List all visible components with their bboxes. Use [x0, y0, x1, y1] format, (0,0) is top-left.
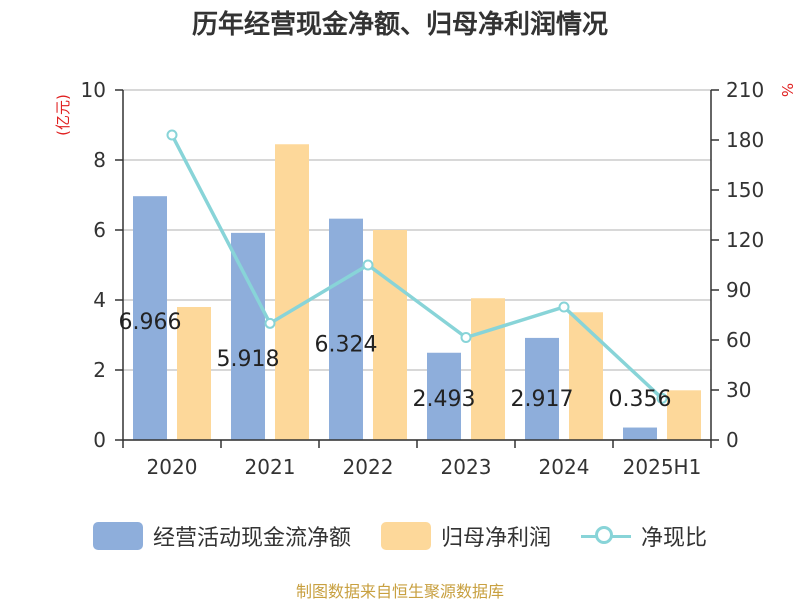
y-right-unit: % [778, 83, 796, 97]
y-right-tick-label: 90 [726, 278, 751, 302]
bar-value-label: 2.917 [511, 387, 574, 412]
bar-net-profit[interactable] [569, 312, 603, 440]
y-right-tick-label: 30 [726, 378, 751, 402]
bar-net-profit[interactable] [373, 230, 407, 440]
line-cash-ratio [170, 134, 664, 400]
source-note: 制图数据来自恒生聚源数据库 [295, 582, 504, 601]
legend-swatch-cashflow [92, 522, 143, 550]
bar-cashflow[interactable] [329, 218, 363, 440]
point-cash-ratio[interactable] [656, 392, 668, 404]
y-left-tick-label: 0 [93, 428, 106, 452]
x-tick-label: 2020 [147, 455, 198, 479]
point-cash-ratio[interactable] [558, 301, 570, 313]
point-cash-ratio[interactable] [460, 332, 472, 343]
bar-cashflow[interactable] [427, 352, 461, 440]
x-tick-label: 2022 [343, 455, 394, 479]
bar-net-profit[interactable] [471, 298, 505, 440]
bar-value-label: 0.356 [609, 387, 672, 412]
y-left-tick-label: 8 [93, 148, 106, 172]
bar-cashflow[interactable] [525, 337, 559, 440]
label-layer: 6.966 5.918 6.324 2.493 2.917 0.356 [119, 310, 672, 412]
bar-value-label: 6.966 [119, 310, 182, 335]
bar-net-profit[interactable] [275, 144, 309, 440]
bar-cashflow[interactable] [133, 196, 167, 440]
x-tick-label: 2024 [539, 455, 590, 479]
x-tick-label: 2021 [245, 455, 296, 479]
y-right-tick-label: 150 [726, 178, 764, 202]
y-right-tick-label: 210 [726, 78, 764, 102]
bar-net-profit[interactable] [177, 307, 211, 440]
bar-value-label: 6.324 [315, 333, 378, 358]
axis-layer: 0 2 4 6 8 10 0 30 60 90 120 150 180 210 2020 2021 2022 20… [54, 78, 796, 479]
bar-cashflow[interactable] [623, 427, 657, 440]
x-tick-label: 2025H1 [623, 455, 702, 479]
legend-label-cash-ratio: 净现比 [641, 526, 708, 551]
x-tick-label: 2023 [441, 455, 492, 479]
y-left-tick-label: 10 [81, 78, 106, 102]
legend-label-cashflow: 经营活动现金流净额 [152, 526, 351, 551]
legend-swatch-cash-ratio [581, 522, 631, 550]
legend-item-cashflow[interactable]: 经营活动现金流净额 [92, 520, 351, 552]
bar-layer [133, 144, 701, 440]
bar-value-label: 5.918 [217, 347, 280, 372]
y-right-tick-label: 180 [726, 128, 764, 152]
y-left-tick-label: 4 [93, 288, 106, 312]
y-left-tick-label: 6 [93, 218, 106, 242]
y-right-tick-label: 120 [726, 228, 764, 252]
legend-item-cash-ratio[interactable]: 净现比 [581, 520, 707, 552]
y-right-tick-label: 0 [726, 428, 739, 452]
bar-value-label: 2.493 [413, 387, 476, 412]
bar-cashflow[interactable] [231, 232, 265, 440]
point-cash-ratio[interactable] [362, 259, 374, 271]
chart-title: 历年经营现金净额、归母净利润情况 [191, 10, 608, 40]
y-right-tick-label: 60 [726, 328, 751, 352]
line-layer [166, 129, 668, 404]
y-left-tick-label: 2 [93, 358, 106, 382]
legend-label-net-profit: 归母净利润 [440, 526, 551, 551]
legend-item-net-profit[interactable]: 归母净利润 [380, 520, 551, 552]
legend: 经营活动现金流净额 归母净利润 净现比 [0, 516, 800, 556]
point-cash-ratio[interactable] [264, 317, 276, 329]
point-cash-ratio[interactable] [166, 129, 178, 141]
legend-swatch-net-profit [380, 522, 431, 550]
bar-net-profit[interactable] [667, 390, 701, 440]
y-left-unit: (亿元) [54, 94, 72, 136]
